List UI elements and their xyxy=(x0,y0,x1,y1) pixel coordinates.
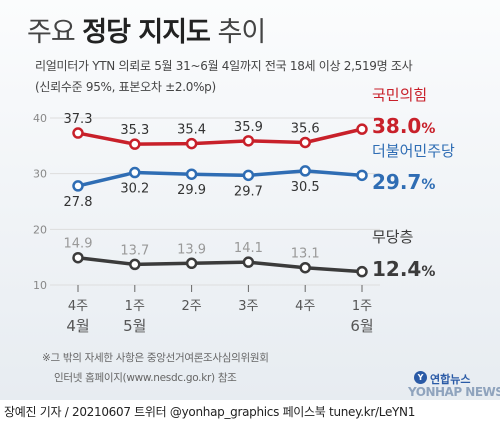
x-tick-label: 4주 xyxy=(68,299,88,314)
x-tick-label-month: 6월 xyxy=(350,317,373,335)
data-label: 29.9 xyxy=(177,183,206,198)
data-label: 13.9 xyxy=(177,242,206,257)
data-label: 35.4 xyxy=(177,123,206,138)
data-point xyxy=(72,127,84,139)
x-tick-label-month: 4월 xyxy=(66,317,89,335)
data-label: 35.6 xyxy=(291,121,320,136)
y-tick-label: 30 xyxy=(33,168,47,181)
data-point xyxy=(356,265,368,278)
final-value-unit: % xyxy=(421,177,435,193)
data-label: 14.1 xyxy=(234,241,263,256)
title-part-3: 추이 xyxy=(217,17,266,48)
series-line-2 xyxy=(76,255,364,274)
data-label: 30.2 xyxy=(120,182,149,197)
x-tick-label: 1주 xyxy=(125,299,145,314)
x-tick-label: 1주 xyxy=(352,299,372,314)
legend-label: 무당층 xyxy=(372,228,413,246)
data-point xyxy=(356,123,368,135)
x-tick-label: 3주 xyxy=(238,299,258,314)
data-point xyxy=(242,135,255,147)
data-label: 14.9 xyxy=(64,237,93,252)
final-value-label: 12.4% xyxy=(372,257,435,281)
y-tick-label: 40 xyxy=(33,112,47,125)
data-label: 29.7 xyxy=(234,184,263,199)
chart-subtitle: 리얼미터가 YTN 의뢰로 5월 31~6월 4일까지 전국 18세 이상 2,… xyxy=(35,59,413,73)
data-point xyxy=(356,169,368,182)
data-label: 35.3 xyxy=(120,123,149,138)
chart-subtitle-2: (신뢰수준 95%, 표본오차 ±2.0%p) xyxy=(35,80,216,94)
footnote-2: 인터넷 홈페이지(www.nesdc.go.kr) 참조 xyxy=(54,372,237,384)
yonhap-logo: Y 연합뉴스 YONHAP NEWS xyxy=(408,369,500,399)
data-point xyxy=(129,166,141,179)
data-label: 27.8 xyxy=(64,195,93,210)
chart-panel: 주요 정당 지지도 추이 리얼미터가 YTN 의뢰로 5월 31~6월 4일까지… xyxy=(0,0,500,400)
data-point xyxy=(242,169,255,182)
final-value-unit: % xyxy=(421,121,435,137)
data-label: 35.9 xyxy=(234,120,263,135)
credit-line: 장예진 기자 / 20210607 트위터 @yonhap_graphics 페… xyxy=(0,400,500,425)
data-point xyxy=(72,251,84,264)
data-label: 13.7 xyxy=(120,243,149,258)
title-part-1: 주요 xyxy=(27,17,76,48)
data-point xyxy=(185,257,198,270)
series-line-0 xyxy=(76,127,364,146)
y-tick-label: 10 xyxy=(33,279,47,292)
x-tick-label: 4주 xyxy=(295,299,315,314)
data-point xyxy=(185,137,198,150)
data-point xyxy=(129,138,141,150)
x-tick-label: 2주 xyxy=(181,299,201,314)
final-value-label: 38.0% xyxy=(372,114,435,138)
data-label: 30.5 xyxy=(291,180,320,195)
legend-label: 더불어민주당 xyxy=(372,142,455,160)
data-label: 13.1 xyxy=(291,247,320,262)
chart-title: 주요 정당 지지도 추이 xyxy=(27,10,266,49)
data-label: 37.3 xyxy=(64,112,93,127)
footnote: ※그 밖의 자세한 사항은 중앙선거여론조사심의위원회 xyxy=(42,352,269,364)
data-point xyxy=(242,256,255,268)
series-line-1 xyxy=(76,169,364,188)
logo-english: YONHAP NEWS xyxy=(408,385,500,399)
logo-mark-icon: Y xyxy=(414,371,427,384)
data-point xyxy=(129,258,141,271)
logo-korean: 연합뉴스 xyxy=(430,373,471,386)
line-chart: 10 20 30 40 4주 4월 1주 5월 2주 3주 4주 1주 6월 37.3 35.3 35.4 35… xyxy=(33,86,455,335)
data-point xyxy=(299,165,311,177)
legend-label: 국민의힘 xyxy=(372,86,427,104)
final-value-unit: % xyxy=(421,264,435,280)
y-tick-label: 20 xyxy=(33,223,47,236)
data-point xyxy=(72,180,84,192)
title-part-2: 정당 지지도 xyxy=(82,17,211,48)
x-tick-label-month: 5월 xyxy=(123,317,146,335)
final-value-label: 29.7% xyxy=(372,170,435,194)
data-point xyxy=(185,168,198,180)
data-point xyxy=(299,136,311,149)
data-point xyxy=(299,261,311,274)
